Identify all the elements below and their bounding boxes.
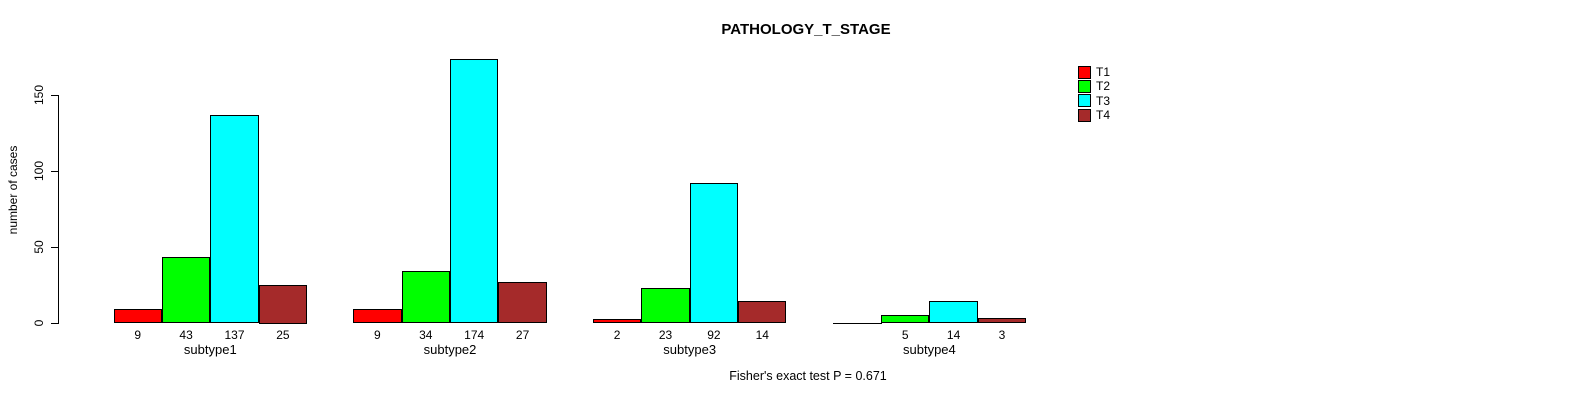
bar-t4-subtype4 [977,317,1027,324]
y-tick-label: 150 [32,85,46,106]
bar-value-label: 43 [179,328,193,342]
bar-t1-subtype2 [353,308,402,324]
x-category-label: subtype4 [903,342,956,357]
y-tick-label: 0 [32,319,46,326]
legend-swatch-t4 [1078,108,1091,122]
legend-item: T3 [1078,94,1110,108]
y-axis-line [58,95,59,324]
y-tick [51,171,58,172]
bar-t3-subtype1 [210,114,259,324]
bar-value-label: 14 [755,328,769,342]
bar-t1-subtype4 [832,322,882,324]
bar-value-label: 14 [946,328,961,342]
bar-value-label: 92 [707,328,721,342]
bar-t2-subtype4 [881,314,930,324]
bar-value-label: 3 [998,328,1006,342]
bar-value-label: 9 [134,328,142,342]
bar-value-label: 2 [613,328,621,342]
bar-value-label: 23 [658,328,673,342]
y-tick-label: 100 [32,160,46,182]
chart-title: PATHOLOGY_T_STAGE [721,21,891,38]
legend-label: T4 [1096,107,1111,122]
legend-swatch-t2 [1078,79,1091,93]
y-tick [51,246,58,248]
bar-value-label: 137 [224,328,245,342]
legend-item: T2 [1078,79,1110,93]
y-tick-label: 50 [32,240,46,254]
bar-t1-subtype1 [113,308,162,324]
legend-label: T3 [1096,93,1111,108]
legend-label: T2 [1096,79,1111,94]
bar-t4-subtype1 [258,284,308,324]
bar-value-label: 5 [901,328,909,342]
y-tick [51,322,58,324]
x-category-label: subtype2 [423,342,477,357]
bar-value-label: 9 [374,328,381,342]
bar-t4-subtype2 [498,281,547,324]
x-category-label: subtype1 [183,342,237,357]
bar-t2-subtype3 [641,287,690,324]
legend-swatch-t1 [1078,65,1091,79]
bar-value-label: 174 [464,328,485,342]
legend-item: T4 [1078,108,1110,122]
y-axis-label: number of cases [6,145,20,235]
bar-t3-subtype2 [450,58,499,324]
bar-t4-subtype3 [738,301,787,324]
bar-t2-subtype1 [161,257,211,324]
legend-item: T1 [1078,65,1110,79]
y-tick [51,95,58,97]
bar-value-label: 34 [419,328,433,342]
annotation-text: Fisher's exact test P = 0.671 [729,369,887,383]
x-category-label: subtype3 [663,342,717,357]
legend-swatch-t3 [1078,94,1091,108]
bar-value-label: 25 [276,328,290,342]
bar-t3-subtype4 [929,301,978,324]
bar-value-label: 27 [515,328,530,342]
bar-t3-subtype3 [689,183,739,324]
bar-t1-subtype3 [592,319,642,324]
legend-label: T1 [1096,65,1111,79]
bar-t2-subtype2 [401,270,450,324]
legend: T1 T2 T3 T4 [1078,65,1110,122]
